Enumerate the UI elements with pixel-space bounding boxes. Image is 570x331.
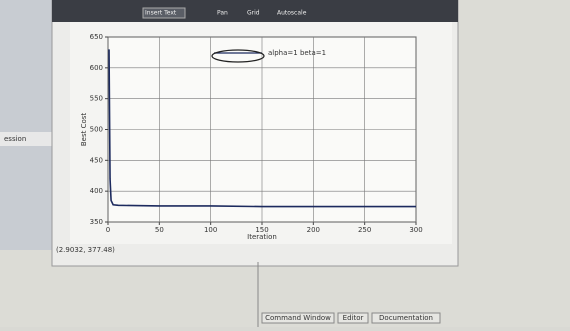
y-tick-label: 450	[90, 156, 103, 164]
y-tick-label: 650	[90, 33, 103, 41]
x-tick-label: 50	[155, 226, 164, 234]
sidebar	[0, 0, 60, 250]
x-axis-label: Iteration	[247, 233, 277, 241]
y-tick-label: 550	[90, 95, 103, 103]
status-coords: (2.9032, 377.48)	[56, 246, 115, 254]
x-tick-label: 0	[106, 226, 110, 234]
y-tick-label: 400	[90, 187, 103, 195]
tab-label[interactable]: Command Window	[265, 314, 331, 322]
sidebar-label: ession	[4, 135, 26, 143]
x-tick-label: 100	[204, 226, 217, 234]
tab-label[interactable]: Documentation	[379, 314, 433, 322]
tab-label[interactable]: Editor	[343, 314, 364, 322]
toolbar-item[interactable]: Insert Text	[145, 10, 177, 17]
y-axis-label: Best Cost	[80, 113, 88, 147]
page: {"toolbar": {"items": ["Insert Text", "P…	[0, 0, 570, 327]
toolbar-item[interactable]: Grid	[247, 10, 260, 17]
toolbar-item[interactable]: Autoscale	[277, 10, 307, 17]
legend-entry: alpha=1 beta=1	[268, 49, 326, 57]
y-tick-label: 500	[90, 126, 103, 134]
toolbar-item[interactable]: Pan	[217, 10, 228, 17]
x-tick-label: 200	[307, 226, 320, 234]
y-tick-label: 350	[90, 218, 103, 226]
x-tick-label: 250	[358, 226, 371, 234]
screen: ession Insert Text Pan Grid Autoscale 0 50 10…	[0, 0, 570, 327]
x-tick-label: 300	[409, 226, 422, 234]
y-tick-label: 600	[90, 64, 103, 72]
